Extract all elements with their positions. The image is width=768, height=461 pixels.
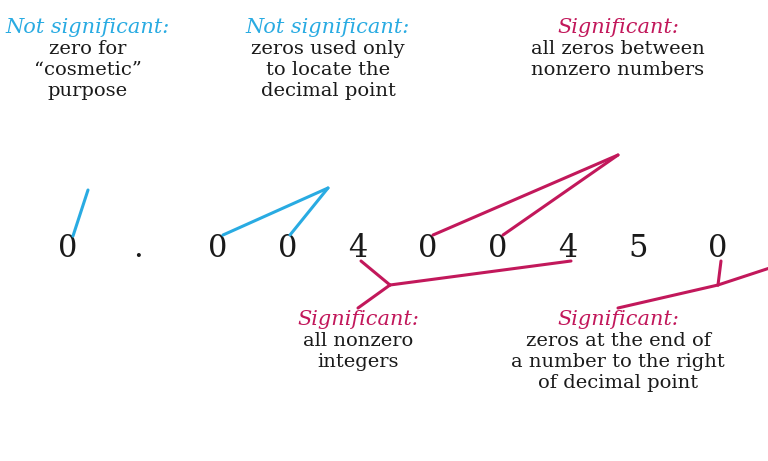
Text: Not significant:: Not significant: bbox=[6, 18, 170, 37]
Text: Significant:: Significant: bbox=[557, 18, 679, 37]
Text: zeros used only
to locate the
decimal point: zeros used only to locate the decimal po… bbox=[251, 40, 405, 100]
Text: 5: 5 bbox=[628, 232, 647, 264]
Text: Significant:: Significant: bbox=[297, 310, 419, 329]
Text: 0: 0 bbox=[708, 232, 728, 264]
Text: 0: 0 bbox=[278, 232, 298, 264]
Text: all nonzero
integers: all nonzero integers bbox=[303, 332, 413, 371]
Text: all zeros between
nonzero numbers: all zeros between nonzero numbers bbox=[531, 40, 705, 79]
Text: .: . bbox=[133, 232, 143, 264]
Text: Not significant:: Not significant: bbox=[246, 18, 410, 37]
Text: 0: 0 bbox=[208, 232, 227, 264]
Text: 0: 0 bbox=[58, 232, 78, 264]
Text: Significant:: Significant: bbox=[557, 310, 679, 329]
Text: 0: 0 bbox=[488, 232, 508, 264]
Text: 0: 0 bbox=[419, 232, 438, 264]
Text: zero for
“cosmetic”
purpose: zero for “cosmetic” purpose bbox=[34, 40, 142, 100]
Text: zeros at the end of
a number to the right
of decimal point: zeros at the end of a number to the righ… bbox=[511, 332, 725, 391]
Text: 4: 4 bbox=[349, 232, 368, 264]
Text: 4: 4 bbox=[558, 232, 578, 264]
